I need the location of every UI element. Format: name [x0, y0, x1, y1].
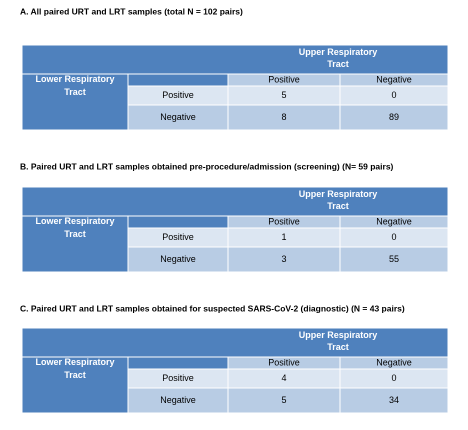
- cell-value: 89: [389, 112, 399, 122]
- row-header: Lower Respiratory Tract: [35, 216, 114, 239]
- section-title: A. All paired URT and LRT samples (total…: [20, 6, 243, 16]
- section-title: C. Paired URT and LRT samples obtained f…: [20, 303, 405, 313]
- row-label: Positive: [162, 373, 194, 383]
- table-cell: [21, 215, 129, 273]
- table-cell: [227, 387, 341, 414]
- cell-value: 8: [281, 112, 286, 122]
- row-label: Negative: [160, 112, 196, 122]
- section-title: B. Paired URT and LRT samples obtained p…: [20, 161, 394, 171]
- column-header: Upper Respiratory Tract: [299, 189, 378, 211]
- cell-value: 4: [281, 373, 286, 383]
- column-header: Upper Respiratory Tract: [299, 330, 378, 352]
- cell-value: 55: [389, 254, 399, 264]
- table-cell: [227, 246, 341, 273]
- column-label: Positive: [268, 357, 300, 367]
- row-label: Positive: [162, 232, 194, 242]
- cell-value: 1: [281, 232, 286, 242]
- column-label: Positive: [268, 74, 300, 84]
- table-cell: [127, 73, 229, 87]
- table-cell: [339, 104, 449, 131]
- cell-value: 0: [391, 232, 396, 242]
- row-header: Lower Respiratory Tract: [35, 74, 114, 97]
- cell-value: 5: [281, 395, 286, 405]
- column-label: Negative: [376, 74, 412, 84]
- table-cell: [21, 327, 449, 358]
- table-cell: [339, 246, 449, 273]
- cell-value: 3: [281, 254, 286, 264]
- row-header: Lower Respiratory Tract: [35, 357, 114, 380]
- row-label: Positive: [162, 90, 194, 100]
- table-cell: [127, 104, 229, 131]
- cell-value: 5: [281, 90, 286, 100]
- row-label: Negative: [160, 254, 196, 264]
- table-cell: [21, 73, 129, 131]
- column-label: Positive: [268, 216, 300, 226]
- cell-value: 0: [391, 373, 396, 383]
- table-cell: [127, 215, 229, 229]
- column-label: Negative: [376, 357, 412, 367]
- table-cell: [21, 44, 449, 75]
- table-cell: [339, 387, 449, 414]
- column-label: Negative: [376, 216, 412, 226]
- table-cell: [21, 186, 449, 217]
- cell-value: 34: [389, 395, 399, 405]
- cell-value: 0: [391, 90, 396, 100]
- table-cell: [21, 356, 129, 414]
- table-cell: [227, 104, 341, 131]
- column-header: Upper Respiratory Tract: [299, 47, 378, 69]
- table-cell: [127, 356, 229, 370]
- row-label: Negative: [160, 395, 196, 405]
